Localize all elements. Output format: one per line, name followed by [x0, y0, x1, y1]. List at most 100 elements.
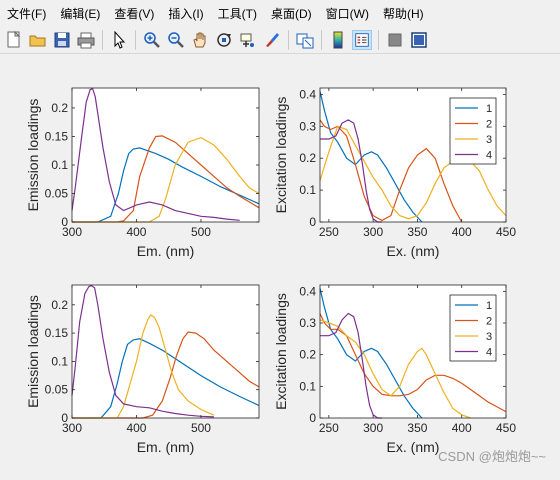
menu-item-5[interactable]: 桌面(D) [270, 6, 312, 21]
legend-box [449, 97, 497, 165]
toolbar-separator [135, 29, 136, 50]
series-line-4 [320, 312, 382, 419]
hide-plot-tools-icon [388, 33, 402, 46]
data-cursor-icon [240, 33, 254, 47]
series-line-4 [320, 119, 382, 223]
print-button[interactable] [76, 30, 96, 50]
x-tick-label: 300 [62, 225, 82, 239]
series-line-1 [72, 147, 260, 223]
x-tick-label: 500 [191, 421, 211, 435]
y-tick-label: 0.15 [45, 129, 69, 143]
y-axis-label: Emission loadings [25, 99, 41, 212]
zoom-out-button[interactable] [166, 30, 186, 50]
axes-frame [319, 87, 507, 223]
colorbar-button[interactable] [328, 30, 348, 50]
pan-icon [193, 32, 206, 47]
y-axis-label: Excitation loadings [273, 97, 289, 214]
menu-item-0[interactable]: 文件(F) [7, 6, 47, 21]
y-tick-label: 0 [61, 411, 68, 425]
axes-0[interactable]: 300 400 500 0 0.05 0.1 0.15 0.2 Em. (nm) Emission… [25, 87, 260, 259]
zoom-out-icon [168, 31, 184, 48]
pointer-icon [114, 30, 126, 49]
link-plot-button[interactable] [295, 30, 315, 50]
y-tick-label: 0 [309, 411, 316, 425]
legend-box [449, 294, 497, 362]
figure-toolbar [0, 26, 560, 54]
y-tick-label: 0 [61, 215, 68, 229]
axes-1[interactable]: 250 300 350 400 450 0 0.1 0.2 0.3 0.4 Ex. (nm) Exci… [273, 87, 516, 259]
toolbar-separator [288, 29, 289, 50]
colorbar-icon [333, 31, 343, 48]
legend-label: 2 [486, 119, 492, 131]
show-plot-tools-button[interactable] [409, 30, 429, 50]
series-line-3 [72, 136, 260, 223]
menu-item-1[interactable]: 编辑(E) [60, 6, 101, 21]
zoom-in-button[interactable] [142, 30, 162, 50]
series-line-3 [72, 314, 215, 419]
toolbar-separator [378, 29, 379, 50]
figure-canvas: 300 400 500 0 0.05 0.1 0.15 0.2 Em. (nm) Emission… [0, 55, 560, 475]
toolbar-separator [321, 29, 322, 50]
menu-item-2[interactable]: 查看(V) [114, 6, 155, 21]
rotate-3d-button[interactable] [214, 30, 234, 50]
x-axis-label: Ex. (nm) [387, 243, 440, 259]
series-line-2 [319, 313, 507, 413]
series-line-4 [71, 284, 214, 418]
menu-item-3[interactable]: 插入(I) [168, 6, 204, 21]
axes-2[interactable]: 300 400 500 0 0.05 0.1 0.15 0.2 Em. (nm) Emission… [25, 284, 260, 455]
data-cursor-button[interactable] [238, 30, 258, 50]
y-tick-label: 0.4 [299, 284, 316, 298]
series-line-2 [319, 119, 463, 223]
x-tick-label: 450 [496, 421, 516, 435]
x-tick-label: 400 [452, 421, 472, 435]
x-tick-label: 300 [363, 421, 383, 435]
y-tick-label: 0.1 [299, 183, 316, 197]
new-figure-button[interactable] [4, 30, 24, 50]
legend[interactable]: 1 2 3 4 [449, 294, 497, 362]
plot-area [72, 88, 259, 222]
legend-label: 1 [486, 300, 492, 312]
menu-item-4[interactable]: 工具(T) [217, 6, 257, 21]
legend[interactable]: 1 2 3 4 [449, 97, 497, 165]
zoom-in-icon [144, 31, 160, 48]
menu-item-6[interactable]: 窗口(W) [325, 6, 369, 21]
y-axis-label: Excitation loadings [273, 293, 289, 410]
series-line-3 [319, 125, 507, 220]
brush-button[interactable] [262, 30, 282, 50]
x-tick-label: 500 [191, 225, 211, 239]
pointer-button[interactable] [109, 30, 129, 50]
toolbar-separator [102, 29, 103, 50]
y-tick-label: 0.3 [299, 119, 316, 133]
legend-button[interactable] [352, 29, 372, 50]
menu-item-7[interactable]: 帮助(H) [382, 6, 424, 21]
y-tick-label: 0.2 [299, 348, 316, 362]
axes-frame [319, 284, 507, 419]
y-tick-label: 0.3 [299, 316, 316, 330]
series-line-4 [71, 87, 240, 221]
open-folder-button[interactable] [28, 30, 48, 50]
legend-label: 4 [486, 347, 492, 359]
x-tick-label: 350 [407, 225, 427, 239]
y-tick-label: 0.1 [51, 158, 68, 172]
hide-plot-tools-button[interactable] [385, 30, 405, 50]
series-line-2 [72, 135, 260, 223]
pan-button[interactable] [190, 30, 210, 50]
menu-bar: 文件(F) 编辑(E) 查看(V) 插入(I) 工具(T) 桌面(D) 窗口(W) 帮助(H) [0, 0, 560, 26]
axes-3[interactable]: 250 300 350 400 450 0 0.1 0.2 0.3 0.4 Ex. (nm) Exci… [273, 284, 516, 455]
save-icon [54, 32, 70, 47]
series-line-1 [319, 91, 423, 223]
y-tick-label: 0.1 [299, 379, 316, 393]
x-tick-label: 400 [452, 225, 472, 239]
y-tick-label: 0.15 [45, 326, 69, 340]
axes-frame [71, 284, 260, 419]
new-figure-icon [7, 30, 21, 47]
y-tick-label: 0.4 [299, 87, 316, 101]
x-tick-label: 300 [363, 225, 383, 239]
link-plot-icon [296, 33, 314, 48]
save-button[interactable] [52, 30, 72, 50]
legend-label: 3 [486, 331, 492, 343]
legend-label: 1 [486, 103, 492, 115]
series-line-1 [72, 338, 260, 419]
y-tick-label: 0.2 [51, 298, 68, 312]
x-tick-label: 300 [62, 421, 82, 435]
